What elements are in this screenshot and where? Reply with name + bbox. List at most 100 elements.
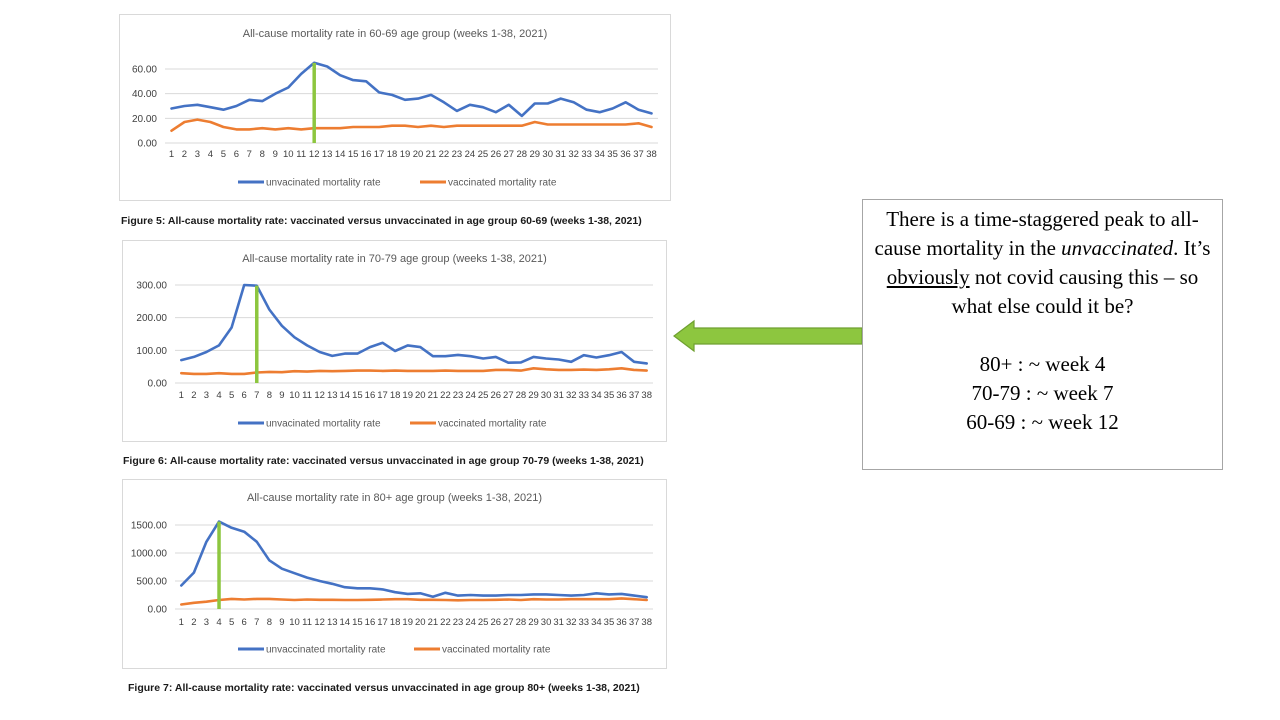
x-tick-label: 8 [267, 617, 272, 628]
legend-label: unvacinated mortality rate [266, 178, 381, 189]
x-tick-label: 6 [234, 149, 239, 160]
peak-60-69: 60-69 : ~ week 12 [966, 410, 1119, 434]
x-tick-label: 22 [439, 149, 450, 160]
x-tick-label: 36 [620, 149, 631, 160]
x-tick-label: 5 [229, 390, 234, 401]
chart-80-plus: All-cause mortality rate in 80+ age grou… [122, 479, 667, 669]
x-tick-label: 28 [516, 390, 527, 401]
x-tick-label: 36 [616, 617, 627, 628]
x-tick-label: 6 [242, 390, 247, 401]
x-tick-label: 22 [440, 390, 451, 401]
x-tick-label: 35 [607, 149, 618, 160]
x-tick-label: 27 [503, 390, 514, 401]
figure-caption: Figure 5: All-cause mortality rate: vacc… [121, 215, 642, 227]
x-tick-label: 30 [541, 617, 552, 628]
figure-caption: Figure 7: All-cause mortality rate: vacc… [128, 682, 640, 694]
x-tick-label: 7 [254, 617, 259, 628]
x-tick-label: 14 [335, 149, 346, 160]
x-tick-label: 17 [374, 149, 385, 160]
y-tick-label: 1000.00 [131, 549, 168, 560]
x-tick-label: 38 [641, 390, 652, 401]
x-tick-label: 29 [528, 390, 539, 401]
x-tick-label: 20 [415, 390, 426, 401]
x-tick-label: 1 [169, 149, 174, 160]
x-tick-label: 25 [478, 390, 489, 401]
series-line [170, 118, 653, 132]
y-tick-label: 40.00 [132, 89, 157, 100]
x-tick-label: 31 [555, 149, 566, 160]
x-tick-label: 2 [191, 390, 196, 401]
x-tick-label: 16 [365, 617, 376, 628]
x-tick-label: 2 [191, 617, 196, 628]
x-tick-label: 11 [302, 617, 312, 628]
x-tick-label: 38 [641, 617, 652, 628]
x-tick-label: 19 [400, 149, 411, 160]
x-tick-label: 16 [361, 149, 372, 160]
x-tick-label: 1 [179, 617, 184, 628]
x-tick-label: 33 [579, 390, 590, 401]
callout-text-part: not covid causing this – so what else co… [951, 265, 1199, 318]
chart-title: All-cause mortality rate in 80+ age grou… [246, 492, 543, 504]
legend-label: unvaccinated mortality rate [266, 645, 386, 656]
x-tick-label: 16 [365, 390, 376, 401]
x-tick-label: 4 [216, 617, 221, 628]
x-tick-label: 8 [267, 390, 272, 401]
peak-80-plus: 80+ : ~ week 4 [979, 352, 1106, 376]
x-tick-label: 13 [327, 390, 338, 401]
x-tick-label: 3 [195, 149, 200, 160]
x-tick-label: 27 [504, 149, 515, 160]
x-tick-label: 4 [216, 390, 221, 401]
x-tick-label: 24 [465, 617, 476, 628]
x-tick-label: 15 [352, 617, 363, 628]
x-tick-label: 13 [322, 149, 333, 160]
x-tick-label: 11 [302, 390, 312, 401]
series-line [170, 61, 653, 118]
chart-70-79: All-cause mortality rate in 70-79 age gr… [122, 240, 667, 442]
x-tick-label: 26 [490, 390, 501, 401]
x-tick-label: 10 [289, 390, 300, 401]
x-tick-label: 21 [428, 390, 439, 401]
x-tick-label: 24 [465, 149, 476, 160]
x-tick-label: 27 [503, 617, 514, 628]
x-tick-label: 26 [491, 149, 502, 160]
y-tick-label: 300.00 [136, 281, 167, 292]
legend-label: vaccinated mortality rate [448, 178, 557, 189]
x-tick-label: 9 [273, 149, 278, 160]
x-tick-label: 33 [579, 617, 590, 628]
series-line [179, 367, 649, 376]
x-tick-label: 9 [279, 390, 284, 401]
x-tick-label: 1 [179, 390, 184, 401]
x-tick-label: 35 [604, 390, 615, 401]
x-tick-label: 21 [426, 149, 437, 160]
x-tick-label: 32 [568, 149, 579, 160]
x-tick-label: 23 [453, 390, 464, 401]
x-tick-label: 14 [340, 390, 351, 401]
y-tick-label: 1500.00 [131, 521, 168, 532]
x-tick-label: 30 [542, 149, 553, 160]
x-tick-label: 23 [452, 149, 463, 160]
callout-box: There is a time-staggered peak to all-ca… [862, 199, 1223, 470]
peak-70-79: 70-79 : ~ week 7 [971, 381, 1114, 405]
series-line [179, 597, 649, 606]
x-tick-label: 19 [402, 390, 413, 401]
x-tick-label: 15 [352, 390, 363, 401]
legend-label: unvacinated mortality rate [266, 419, 381, 430]
legend-label: vaccinated mortality rate [442, 645, 551, 656]
x-tick-label: 37 [633, 149, 644, 160]
x-tick-label: 37 [629, 617, 640, 628]
x-tick-label: 31 [553, 617, 564, 628]
y-tick-label: 0.00 [138, 139, 158, 150]
x-tick-label: 5 [229, 617, 234, 628]
x-tick-label: 4 [208, 149, 213, 160]
x-tick-label: 6 [242, 617, 247, 628]
x-tick-label: 7 [247, 149, 252, 160]
x-tick-label: 21 [428, 617, 439, 628]
callout-text-part: . It’s [1173, 236, 1211, 260]
x-tick-label: 20 [415, 617, 426, 628]
x-tick-label: 7 [254, 390, 259, 401]
x-tick-label: 36 [616, 390, 627, 401]
x-tick-label: 20 [413, 149, 424, 160]
